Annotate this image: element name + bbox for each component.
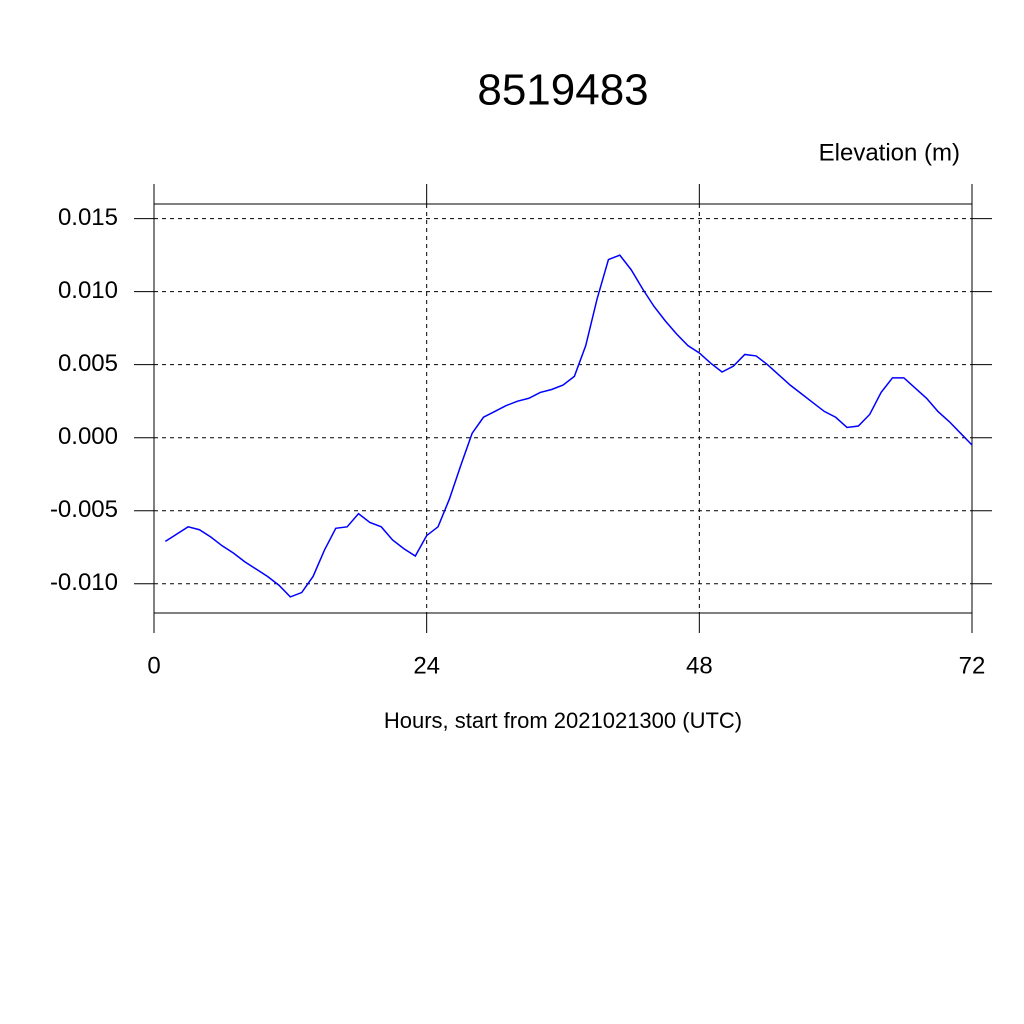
y-tick-label: -0.005 [50, 496, 118, 523]
plot-frame [153, 203, 973, 614]
y-tick-label: 0.010 [58, 277, 118, 304]
y-tick-label: -0.010 [50, 569, 118, 596]
chart-title: 8519483 [477, 66, 648, 115]
x-tick-label: 48 [686, 652, 713, 679]
y-tick-label: 0.005 [58, 350, 118, 377]
y-tick-label: 0.000 [58, 423, 118, 450]
x-tick-label: 0 [147, 652, 160, 679]
x-axis-label: Hours, start from 2021021300 (UTC) [384, 708, 742, 733]
y-axis-label: Elevation (m) [819, 139, 960, 166]
x-tick-label: 72 [959, 652, 986, 679]
x-tick-label: 24 [413, 652, 440, 679]
data-line [164, 254, 973, 598]
y-tick-label: 0.015 [58, 204, 118, 231]
